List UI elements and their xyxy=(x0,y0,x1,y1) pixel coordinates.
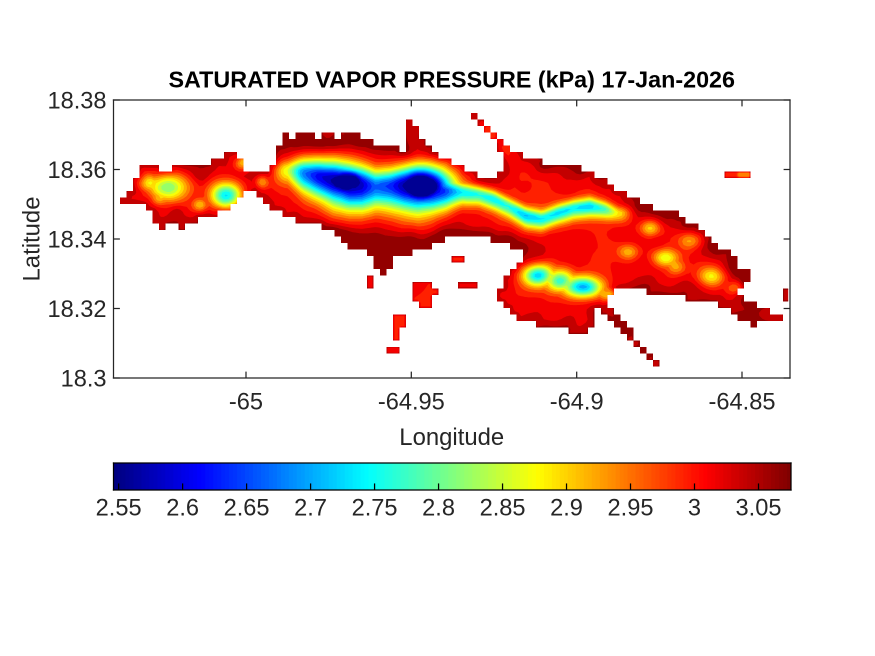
svg-text:18.36: 18.36 xyxy=(47,158,106,184)
svg-text:18.3: 18.3 xyxy=(61,367,107,393)
svg-text:2.55: 2.55 xyxy=(96,495,142,521)
svg-text:3: 3 xyxy=(688,495,701,521)
svg-text:-64.9: -64.9 xyxy=(550,390,604,416)
svg-text:2.95: 2.95 xyxy=(608,495,654,521)
svg-text:2.75: 2.75 xyxy=(352,495,398,521)
svg-text:SATURATED VAPOR PRESSURE (kPa): SATURATED VAPOR PRESSURE (kPa) 17-Jan-20… xyxy=(168,67,735,93)
svg-text:3.05: 3.05 xyxy=(736,495,782,521)
svg-text:-64.85: -64.85 xyxy=(709,390,776,416)
svg-text:Longitude: Longitude xyxy=(399,424,504,451)
svg-text:2.65: 2.65 xyxy=(224,495,270,521)
svg-text:2.85: 2.85 xyxy=(480,495,526,521)
svg-text:18.34: 18.34 xyxy=(47,228,106,254)
svg-text:2.8: 2.8 xyxy=(422,495,455,521)
svg-text:2.7: 2.7 xyxy=(294,495,327,521)
svg-text:2.6: 2.6 xyxy=(166,495,199,521)
svg-text:2.9: 2.9 xyxy=(550,495,583,521)
svg-text:18.38: 18.38 xyxy=(47,89,106,115)
svg-text:Latitude: Latitude xyxy=(19,197,46,282)
svg-text:-64.95: -64.95 xyxy=(378,390,445,416)
svg-text:18.32: 18.32 xyxy=(47,297,106,323)
svg-text:-65: -65 xyxy=(229,390,263,416)
